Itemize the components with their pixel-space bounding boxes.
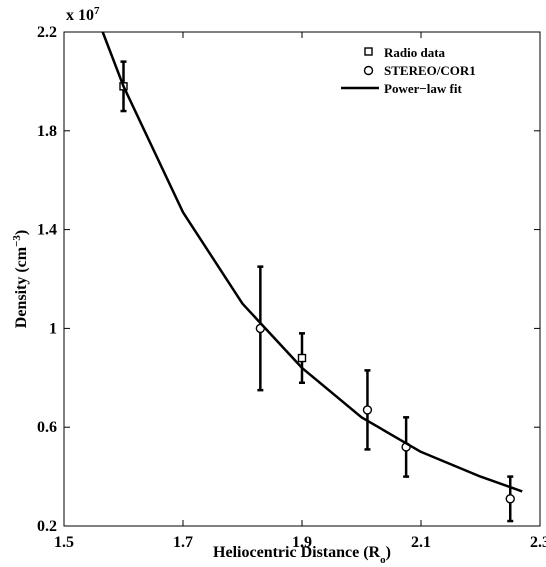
plot-content <box>101 31 523 523</box>
y-axis-title-superscript: −3 <box>11 235 23 247</box>
y-tick-label: 2.2 <box>37 24 57 41</box>
y-axis-title: Density (cm−3) <box>11 230 30 328</box>
x-axis-title-subscript: o <box>380 554 386 566</box>
y-tick-label: 1 <box>49 320 57 337</box>
y-tick-label: 1.8 <box>37 123 57 140</box>
y-tick-label: 0.6 <box>37 419 57 436</box>
stereo-cor1-point <box>362 405 373 415</box>
legend-square-marker <box>364 47 373 56</box>
legend-label-stereo-cor1: STEREO/COR1 <box>384 63 476 78</box>
legend-label-power-law-fit: Power−law fit <box>384 81 462 96</box>
stereo-cor1-point <box>505 494 515 504</box>
legend-circle-marker <box>363 65 374 76</box>
x-tick-label: 2.3 <box>530 534 546 551</box>
plot-area <box>63 31 541 527</box>
y-tick-label: 0.2 <box>37 518 57 535</box>
y-exponent-power: 7 <box>94 5 100 17</box>
legend-label-radio-data: Radio data <box>384 45 446 60</box>
legend: Radio data STEREO/COR1 Power−law fit <box>341 45 476 96</box>
y-tick-label: 1.4 <box>37 222 57 239</box>
ticks <box>63 31 541 527</box>
x-tick-label: 1.5 <box>54 534 74 551</box>
power-law-fit-line <box>101 31 523 493</box>
x-tick-label: 1.9 <box>292 534 312 551</box>
radio-data-point <box>297 353 307 363</box>
x-tick-label: 2.1 <box>411 534 431 551</box>
x-tick-label: 1.7 <box>173 534 193 551</box>
y-exponent-label: x 107 <box>66 5 100 24</box>
x-axis-title: Heliocentric Distance (Ro) <box>213 544 391 566</box>
tick-labels: 1.5 1.7 1.9 2.1 2.3 0.2 0.6 1 1.4 1.8 2.2 <box>37 24 546 551</box>
